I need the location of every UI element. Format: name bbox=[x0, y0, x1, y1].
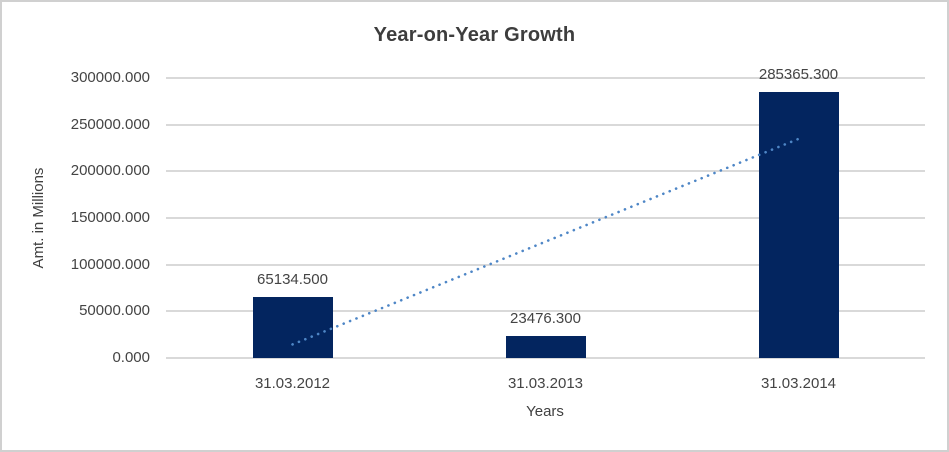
y-tick-label: 150000.000 bbox=[70, 209, 150, 226]
bar-value-label: 285365.300 bbox=[758, 65, 839, 83]
gridline bbox=[166, 123, 925, 126]
x-axis-title: Years bbox=[526, 403, 564, 420]
bar bbox=[252, 297, 333, 358]
x-tick-label: 31.03.2012 bbox=[254, 375, 331, 392]
y-tick-label: 200000.000 bbox=[70, 162, 150, 180]
y-tick-label: 100000.000 bbox=[70, 255, 150, 273]
x-tick-label: 31.03.2014 bbox=[760, 375, 837, 392]
gridline bbox=[166, 357, 925, 359]
y-tick-label: 50000.000 bbox=[79, 302, 150, 320]
chart-title: Year-on-Year Growth bbox=[373, 24, 576, 46]
y-tick-label: 300000.000 bbox=[70, 69, 150, 86]
bar-value-label: 65134.500 bbox=[257, 271, 328, 289]
y-tick-label: 0.000 bbox=[112, 349, 150, 366]
gridline bbox=[166, 77, 925, 79]
y-tick-label: 250000.000 bbox=[70, 115, 150, 133]
bar-value-label: 23476.300 bbox=[510, 310, 581, 328]
x-tick-label: 31.03.2013 bbox=[507, 375, 584, 392]
bar bbox=[758, 91, 839, 358]
bar bbox=[505, 336, 586, 358]
